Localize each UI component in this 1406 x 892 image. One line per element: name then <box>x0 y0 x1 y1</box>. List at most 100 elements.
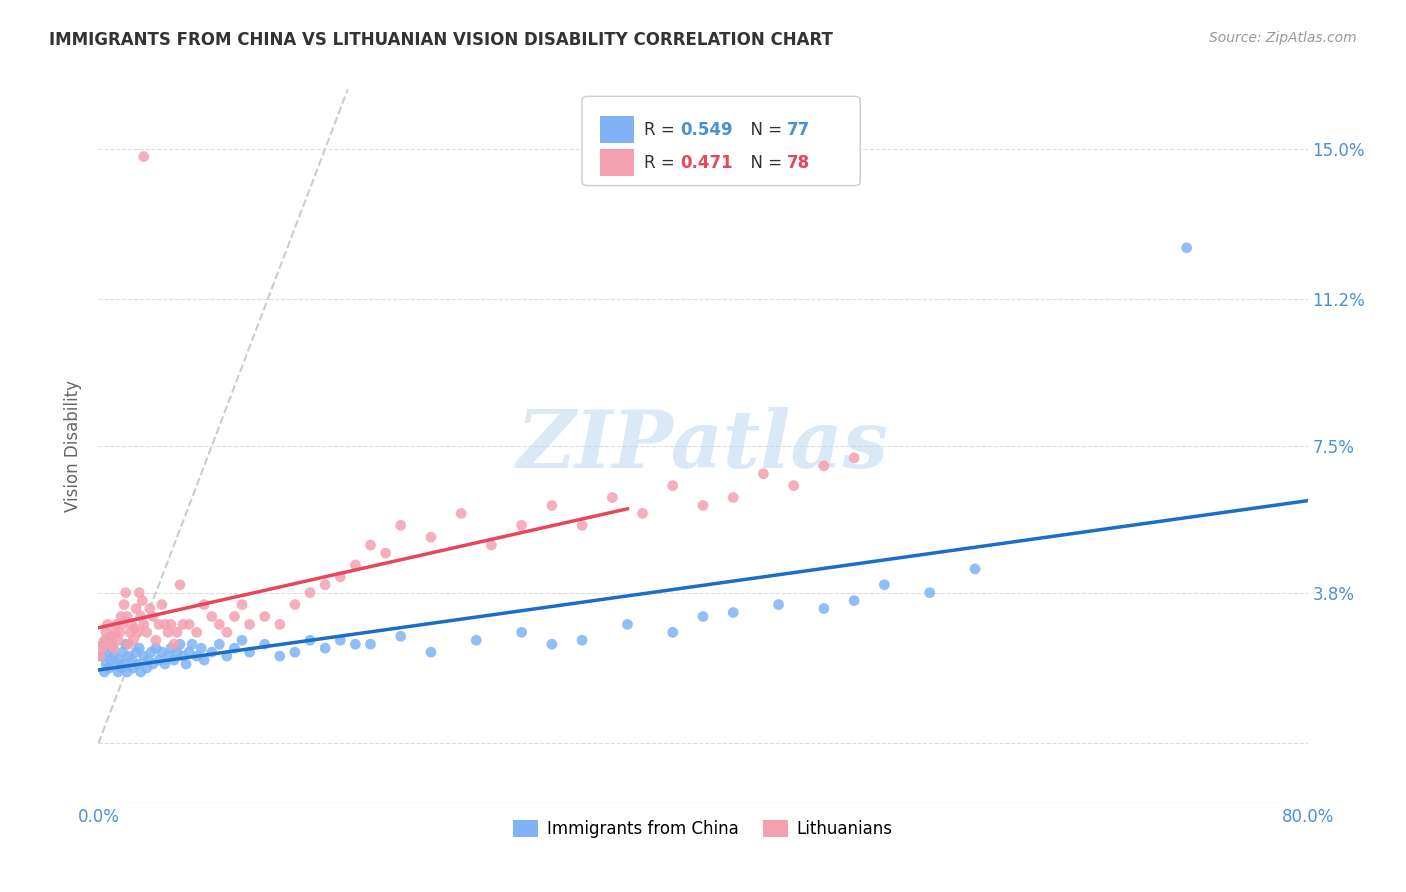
Point <box>105 617 128 632</box>
Point <box>104 625 127 640</box>
Point <box>108 625 131 640</box>
Point <box>148 653 170 667</box>
Point <box>201 645 224 659</box>
Point <box>540 637 562 651</box>
Point <box>96 617 118 632</box>
Point <box>510 518 533 533</box>
Text: N =: N = <box>741 121 787 139</box>
Point <box>374 546 396 560</box>
Point <box>215 649 238 664</box>
Point <box>299 633 322 648</box>
Point <box>420 530 443 544</box>
Point <box>135 661 157 675</box>
Point <box>132 150 155 164</box>
Point <box>844 450 866 465</box>
Point <box>96 645 118 659</box>
Point <box>129 609 152 624</box>
Point <box>269 617 291 632</box>
Point <box>124 621 146 635</box>
Point <box>98 661 121 675</box>
Point <box>169 578 191 592</box>
Point <box>142 609 165 624</box>
Text: ZIPatlas: ZIPatlas <box>517 408 889 484</box>
FancyBboxPatch shape <box>600 116 634 144</box>
Point <box>571 518 593 533</box>
Point <box>239 645 262 659</box>
Point <box>813 458 835 473</box>
Point <box>135 625 157 640</box>
Point <box>602 491 624 505</box>
Point <box>692 609 714 624</box>
Point <box>132 649 155 664</box>
Point <box>156 625 179 640</box>
Text: Source: ZipAtlas.com: Source: ZipAtlas.com <box>1209 31 1357 45</box>
Point <box>160 617 183 632</box>
Point <box>181 637 204 651</box>
Point <box>329 570 352 584</box>
Point <box>166 645 188 659</box>
Point <box>125 601 148 615</box>
Point <box>141 645 163 659</box>
Point <box>253 637 276 651</box>
Point <box>163 653 186 667</box>
Point <box>186 649 208 664</box>
Point <box>93 633 115 648</box>
Point <box>253 609 276 624</box>
Text: 0.549: 0.549 <box>681 121 733 139</box>
Point <box>661 625 683 640</box>
Point <box>94 657 117 671</box>
Point <box>90 641 112 656</box>
Point <box>128 585 150 599</box>
Point <box>179 617 201 632</box>
Point <box>186 625 208 640</box>
Point <box>201 609 224 624</box>
Point <box>360 538 382 552</box>
Point <box>115 665 138 679</box>
Point <box>100 629 122 643</box>
Point <box>100 653 122 667</box>
Text: 0.471: 0.471 <box>681 153 733 171</box>
Point <box>661 478 683 492</box>
Point <box>90 649 112 664</box>
Point <box>299 585 322 599</box>
Text: N =: N = <box>741 153 787 171</box>
Point <box>112 657 135 671</box>
Text: 77: 77 <box>786 121 810 139</box>
Point <box>631 507 654 521</box>
Point <box>510 625 533 640</box>
Point <box>125 645 148 659</box>
Point <box>344 637 367 651</box>
Point <box>93 665 115 679</box>
Point <box>269 649 291 664</box>
Point <box>169 637 191 651</box>
Point <box>153 617 176 632</box>
Point <box>190 641 212 656</box>
Point <box>101 641 124 656</box>
Point <box>122 661 145 675</box>
Point <box>128 641 150 656</box>
Point <box>89 649 111 664</box>
Point <box>389 629 412 643</box>
Point <box>193 598 215 612</box>
Y-axis label: Vision Disability: Vision Disability <box>65 380 83 512</box>
Point <box>420 645 443 659</box>
Point <box>723 491 745 505</box>
Point <box>193 653 215 667</box>
Point <box>329 633 352 648</box>
Point <box>571 633 593 648</box>
Point <box>114 585 136 599</box>
Point <box>91 637 114 651</box>
Point <box>616 617 638 632</box>
Point <box>344 558 367 572</box>
Point <box>224 641 246 656</box>
FancyBboxPatch shape <box>600 149 634 177</box>
Point <box>172 649 194 664</box>
Text: IMMIGRANTS FROM CHINA VS LITHUANIAN VISION DISABILITY CORRELATION CHART: IMMIGRANTS FROM CHINA VS LITHUANIAN VISI… <box>49 31 834 49</box>
Point <box>111 645 134 659</box>
Point <box>481 538 503 552</box>
Point <box>121 653 143 667</box>
Point <box>208 637 231 651</box>
Point <box>174 657 197 671</box>
Point <box>166 625 188 640</box>
Point <box>101 633 124 648</box>
